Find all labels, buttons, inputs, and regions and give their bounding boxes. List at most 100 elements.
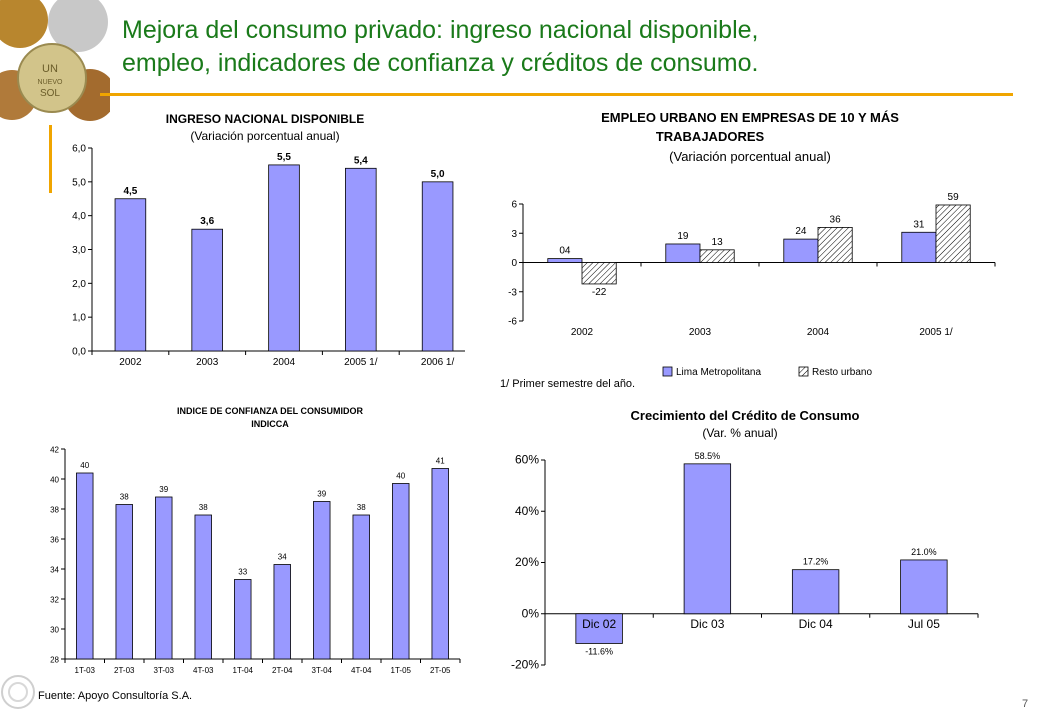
y-tick-label: 40% <box>515 504 539 518</box>
data-label: 36 <box>830 214 842 225</box>
chart-confianza-title: INDICE DE CONFIANZA DEL CONSUMIDOR <box>177 406 364 416</box>
bar-confianza-2T-05 <box>431 468 449 660</box>
category-label: 2002 <box>571 327 594 338</box>
category-label: 2002 <box>119 357 142 368</box>
slide-title: Mejora del consumo privado: ingreso naci… <box>122 14 1022 80</box>
bar-empleo-2002-s0 <box>547 258 583 263</box>
legend-swatch-lima <box>662 366 673 377</box>
y-tick-label: 0 <box>511 258 517 269</box>
bar-confianza-1T-05 <box>392 483 410 660</box>
bar-confianza-4T-04 <box>352 514 370 660</box>
data-label: 34 <box>278 553 287 562</box>
chart-credito-subtitle: (Var. % anual) <box>702 426 777 440</box>
category-label: 4T-04 <box>351 666 372 675</box>
legend-label-resto: Resto urbano <box>812 367 872 378</box>
page-number: 7 <box>1022 698 1029 710</box>
chart-ingreso-title: INGRESO NACIONAL DISPONIBLE <box>166 112 364 126</box>
data-label: 40 <box>80 461 89 470</box>
chart-empleo-footnote: 1/ Primer semestre del año. <box>500 378 635 390</box>
bar-ingreso-2003 <box>191 228 223 352</box>
coins-image: UN NUEVO SOL <box>0 0 110 121</box>
data-label: -11.6% <box>585 646 613 656</box>
data-label: 38 <box>199 503 208 512</box>
data-label: 5,4 <box>354 155 368 166</box>
category-label: 3T-04 <box>312 666 333 675</box>
bar-empleo-20051-s1 <box>935 204 971 263</box>
category-label: 4T-03 <box>193 666 214 675</box>
y-tick-label: 28 <box>50 656 59 665</box>
category-label: 3T-03 <box>154 666 175 675</box>
data-label: 4,5 <box>123 186 137 197</box>
y-tick-label: 3,0 <box>72 245 86 256</box>
chart-confianza: INDICE DE CONFIANZA DEL CONSUMIDOR INDIC… <box>50 406 461 675</box>
coin-text-un: UN <box>42 63 58 75</box>
y-tick-label: 40 <box>50 476 59 485</box>
y-tick-label: 2,0 <box>72 279 86 290</box>
data-label: 04 <box>559 246 571 257</box>
category-label: 2003 <box>196 357 219 368</box>
legend-swatch-resto <box>798 366 809 377</box>
data-label: -22 <box>592 287 607 298</box>
chart-empleo: EMPLEO URBANO EN EMPRESAS DE 10 Y MÁS TR… <box>500 110 996 390</box>
bar-credito-Dic03 <box>683 463 732 615</box>
data-label: 19 <box>677 231 689 242</box>
y-tick-label: 42 <box>50 446 59 455</box>
bar-confianza-2T-04 <box>273 564 291 660</box>
y-tick-label: 36 <box>50 536 59 545</box>
data-label: 31 <box>913 219 925 230</box>
category-label: 2T-04 <box>272 666 293 675</box>
y-tick-label: 60% <box>515 453 539 467</box>
bcrp-emblem <box>1 675 35 709</box>
data-label: 33 <box>238 568 247 577</box>
bar-ingreso-20061 <box>421 181 454 352</box>
category-label: Dic 03 <box>690 617 724 631</box>
coin-2 <box>48 0 108 52</box>
slide-title-line-2: empleo, indicadores de confianza y crédi… <box>122 49 759 77</box>
bar-ingreso-20051 <box>345 167 377 352</box>
category-label: 1T-03 <box>75 666 96 675</box>
chart-empleo-title2: TRABAJADORES <box>656 129 765 144</box>
data-label: 5,0 <box>431 169 445 180</box>
coin-text-nuevo: NUEVO <box>38 79 63 86</box>
category-label: 1T-04 <box>233 666 254 675</box>
data-label: 40 <box>396 472 405 481</box>
bar-empleo-2004-s1 <box>817 227 853 263</box>
y-tick-label: 30 <box>50 626 59 635</box>
y-tick-label: 1,0 <box>72 313 86 324</box>
bar-credito-Dic04 <box>791 569 840 615</box>
category-label: Dic 02 <box>582 617 616 631</box>
y-tick-label: 3 <box>511 229 517 240</box>
y-tick-label: 20% <box>515 555 539 569</box>
category-label: 2T-05 <box>430 666 451 675</box>
chart-ingreso: INGRESO NACIONAL DISPONIBLE (Variación p… <box>72 112 465 368</box>
category-label: Jul 05 <box>908 617 940 631</box>
source-note: Fuente: Apoyo Consultoría S.A. <box>38 690 193 702</box>
category-label: 2003 <box>689 327 712 338</box>
y-tick-label: 6 <box>511 200 517 211</box>
y-tick-label: -20% <box>511 658 539 672</box>
data-label: 41 <box>436 457 445 466</box>
chart-credito-plot: -20% 0% 20% 40% 60% -11.6% Dic 02 58.5% Dic 03 17… <box>511 451 979 672</box>
data-label: 38 <box>357 503 366 512</box>
chart-ingreso-subtitle: (Variación porcentual anual) <box>190 129 339 143</box>
chart-empleo-subtitle: (Variación porcentual anual) <box>669 149 831 164</box>
bar-confianza-1T-03 <box>76 472 94 660</box>
category-label: 2004 <box>273 357 296 368</box>
y-tick-label: -6 <box>508 317 517 328</box>
data-label: 38 <box>120 493 129 502</box>
y-tick-label: -3 <box>508 287 517 298</box>
bar-ingreso-2002 <box>114 198 147 352</box>
y-tick-label: 34 <box>50 566 59 575</box>
category-label: 2005 1/ <box>344 357 378 368</box>
coin-1 <box>0 0 48 48</box>
y-tick-label: 0% <box>522 606 540 620</box>
data-label: 39 <box>159 485 168 494</box>
bar-confianza-4T-03 <box>194 514 212 660</box>
category-label: 2005 1/ <box>919 327 953 338</box>
bar-confianza-2T-03 <box>115 504 133 660</box>
category-label: 2004 <box>807 327 830 338</box>
bar-confianza-3T-04 <box>313 501 331 660</box>
category-label: 2006 1/ <box>421 357 455 368</box>
category-label: 1T-05 <box>391 666 412 675</box>
chart-empleo-title: EMPLEO URBANO EN EMPRESAS DE 10 Y MÁS <box>601 110 899 125</box>
